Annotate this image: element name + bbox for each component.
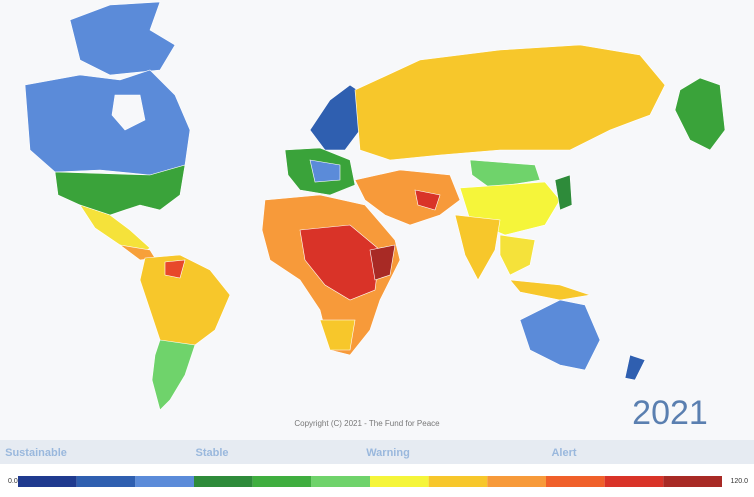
scale-swatch bbox=[487, 476, 546, 487]
scale-swatch bbox=[370, 476, 429, 487]
scale-swatch bbox=[604, 476, 664, 487]
scale-max: 120.0 bbox=[730, 478, 748, 485]
legend-group-label: Sustainable bbox=[5, 447, 67, 459]
scale-swatch bbox=[194, 476, 253, 487]
scale-swatch bbox=[663, 476, 722, 487]
legend-group-label: Stable bbox=[195, 447, 228, 459]
land bbox=[24, 1, 726, 411]
scale-swatch bbox=[311, 476, 370, 487]
legend-group-label: Warning bbox=[366, 447, 410, 459]
copyright: Copyright (C) 2021 - The Fund for Peace bbox=[294, 419, 440, 428]
scale-min: 0.0 bbox=[8, 478, 18, 485]
year-label: 2021 bbox=[632, 394, 708, 432]
scale-swatch bbox=[76, 476, 136, 487]
scale-swatch bbox=[135, 476, 194, 487]
scale-swatch bbox=[18, 476, 77, 487]
scale-swatch bbox=[252, 476, 312, 487]
legend-group-label: Alert bbox=[551, 447, 576, 459]
scale-swatch bbox=[428, 476, 488, 487]
scale-swatch bbox=[546, 476, 605, 487]
legend-band bbox=[0, 440, 754, 464]
